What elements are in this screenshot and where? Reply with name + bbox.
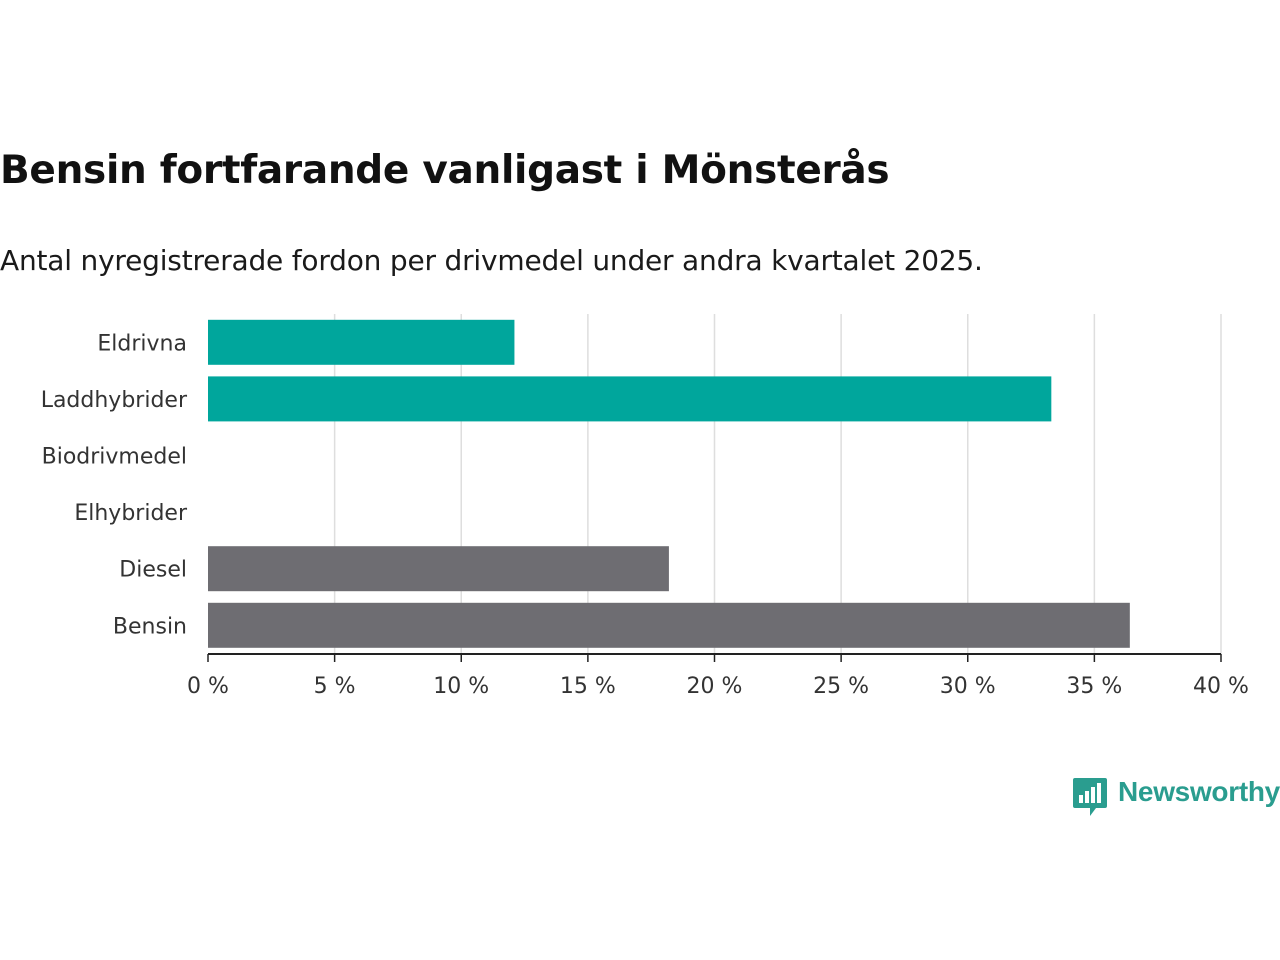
newsworthy-wordmark: Newsworthy — [1118, 776, 1280, 807]
chart-subtitle: Antal nyregistrerade fordon per drivmede… — [0, 244, 983, 277]
bar-eldrivna — [208, 319, 515, 365]
category-label: Laddhybrider — [41, 388, 188, 413]
category-labels: Eldrivna Laddhybrider Biodrivmedel Elhybrid… — [41, 331, 188, 639]
newsworthy-logo-icon — [1073, 778, 1107, 816]
category-label: Biodrivmedel — [42, 445, 187, 470]
bar-chart: 0 % 5 % 10 % 15 % 20 % 25 % 30 % 35 % 40 % Eldri… — [41, 314, 1249, 699]
x-axis: 0 % 5 % 10 % 15 % 20 % 25 % 30 % 35 % 40 % — [187, 653, 1249, 699]
x-tick-label: 30 % — [940, 674, 996, 699]
x-tick-label: 5 % — [314, 674, 356, 699]
gridlines — [333, 314, 1222, 654]
x-tick-label: 35 % — [1066, 674, 1122, 699]
category-label: Bensin — [113, 614, 187, 639]
x-tick-label: 15 % — [560, 674, 616, 699]
bar-diesel — [208, 546, 669, 592]
category-label: Eldrivna — [97, 331, 187, 356]
x-tick-label: 10 % — [433, 674, 489, 699]
x-tick-label: 40 % — [1193, 674, 1249, 699]
x-tick-label: 20 % — [687, 674, 743, 699]
bars — [208, 319, 1130, 648]
bar-laddhybrider — [208, 376, 1052, 422]
x-tick-label: 25 % — [813, 674, 869, 699]
x-tick-label: 0 % — [187, 674, 229, 699]
newsworthy-logo: Newsworthy — [1072, 776, 1280, 820]
category-label: Diesel — [119, 558, 187, 583]
chart-title: Bensin fortfarande vanligast i Mönsterås — [0, 148, 890, 193]
category-label: Elhybrider — [74, 501, 188, 526]
bar-bensin — [208, 602, 1130, 648]
